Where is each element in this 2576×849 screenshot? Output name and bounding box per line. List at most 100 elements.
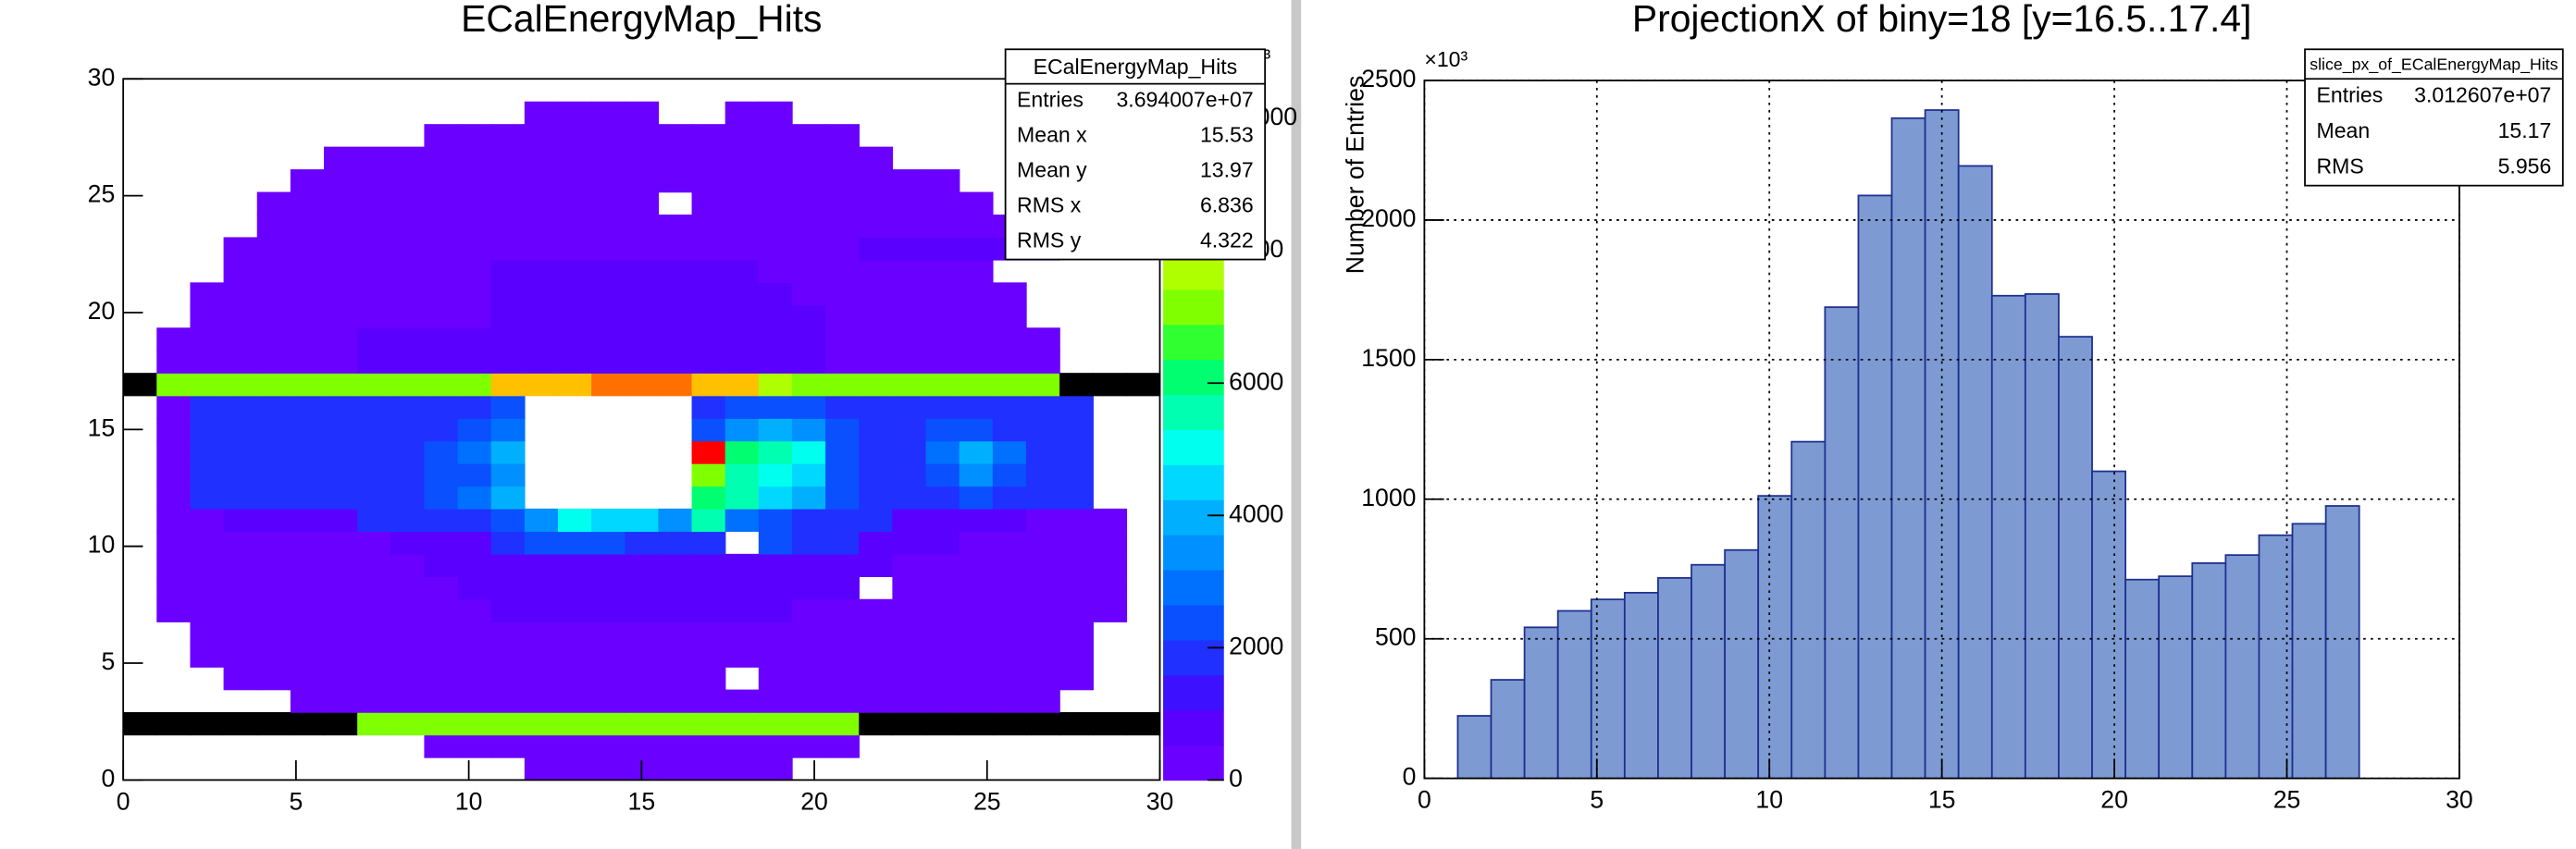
stats-value: 4.322 — [1200, 228, 1254, 252]
heatmap-cell — [791, 418, 826, 442]
y-tick-label: 0 — [101, 764, 115, 792]
stats-value: 5.956 — [2498, 154, 2552, 178]
heatmap-cell — [925, 304, 960, 328]
heatmap-cell — [1126, 712, 1161, 736]
heatmap-cell — [925, 486, 960, 510]
heatmap-cell — [290, 395, 325, 419]
heatmap-cell — [758, 169, 793, 193]
heatmap-cell — [1025, 598, 1060, 622]
heatmap-cell — [892, 373, 927, 397]
heatmap-cell — [557, 327, 592, 351]
heatmap-cell — [724, 757, 760, 781]
heatmap-cell — [791, 576, 826, 600]
histogram-bar — [2191, 562, 2227, 780]
heatmap-cell — [156, 531, 192, 555]
heatmap-cell — [758, 440, 793, 464]
heatmap-cell — [324, 169, 358, 193]
heatmap-cell — [123, 712, 158, 736]
heatmap-cell — [223, 395, 258, 419]
heatmap-cell — [658, 282, 693, 306]
histogram-bar — [1690, 563, 1727, 780]
heatmap-cell — [691, 553, 726, 578]
heatmap-cell — [625, 712, 660, 736]
heatmap-cell — [791, 304, 826, 328]
heatmap-cell — [290, 259, 325, 284]
heatmap-cell — [324, 531, 358, 555]
y-tick-label: 1000 — [1361, 484, 1416, 511]
heatmap-cell — [357, 191, 391, 215]
heatmap-cell — [859, 486, 894, 510]
heatmap-cell — [490, 327, 526, 351]
y-tick-label: 5 — [101, 647, 115, 675]
heatmap-cell — [1025, 553, 1060, 578]
heatmap-cell — [791, 146, 826, 170]
heatmap-cell — [791, 350, 826, 374]
heatmap-cell — [223, 667, 258, 691]
heatmap-cell — [490, 214, 526, 239]
heatmap-cell — [1093, 373, 1128, 397]
heatmap-cell — [256, 259, 291, 284]
heatmap-cell — [390, 395, 426, 419]
heatmap-cell — [357, 553, 391, 578]
heatmap-cell — [625, 282, 660, 306]
heatmap-cell — [691, 734, 726, 758]
heatmap-cell — [457, 169, 492, 193]
heatmap-cell — [424, 327, 459, 351]
heatmap-cell — [223, 486, 258, 510]
heatmap-cell — [658, 124, 693, 148]
heatmap-cell — [691, 282, 726, 306]
heatmap-cell — [625, 304, 660, 328]
heatmap-cell — [1093, 712, 1128, 736]
heatmap-cell — [557, 689, 592, 713]
heatmap-cell — [1059, 576, 1094, 600]
heatmap-cell — [524, 644, 559, 668]
heatmap-cell — [691, 644, 726, 668]
heatmap-cell — [357, 350, 391, 374]
heatmap-cell — [557, 373, 592, 397]
heatmap-cell — [1025, 531, 1060, 555]
heatmap-cell — [758, 418, 793, 442]
heatmap-cell — [223, 418, 258, 442]
heatmap-cell — [859, 327, 894, 351]
stats-value: 3.012607e+07 — [2414, 83, 2551, 107]
heatmap-cell — [1093, 576, 1128, 600]
heatmap-cell — [557, 621, 592, 646]
stats-name: Entries — [2316, 83, 2383, 107]
heatmap-cell — [859, 237, 894, 261]
heatmap-cell — [156, 508, 192, 533]
heatmap-cell — [324, 146, 358, 170]
heatmap-cell — [691, 440, 726, 464]
heatmap-cell — [1059, 531, 1094, 555]
heatmap-cell — [390, 418, 426, 442]
colorbar-step — [1163, 639, 1224, 676]
heatmap-cell — [156, 576, 192, 600]
heatmap-cell — [557, 350, 592, 374]
heatmap-cell — [959, 304, 994, 328]
heatmap-cell — [256, 191, 291, 215]
heatmap-cell — [524, 576, 559, 600]
z-tick-label: 2000 — [1229, 632, 1283, 659]
heatmap-cell — [457, 237, 492, 261]
heatmap-cell — [658, 327, 693, 351]
heatmap-cell — [557, 259, 592, 284]
heatmap-cell — [791, 463, 826, 487]
heatmap-cell — [658, 508, 693, 533]
heatmap-cell — [324, 712, 358, 736]
heatmap-cell — [1126, 373, 1161, 397]
heatmap-cell — [724, 214, 760, 239]
colorbar-step — [1163, 429, 1224, 465]
heatmap-cell — [156, 327, 192, 351]
heatmap-cell — [859, 644, 894, 668]
heatmap-cell — [1059, 418, 1094, 442]
histogram-bar — [1456, 715, 1492, 780]
heatmap-cell — [156, 598, 192, 622]
heatmap-cell — [156, 373, 192, 397]
heatmap-cell — [724, 644, 760, 668]
heatmap-cell — [390, 531, 426, 555]
heatmap-cell — [992, 350, 1027, 374]
heatmap-cell — [992, 712, 1027, 736]
x-tick-label: 15 — [1928, 786, 1956, 814]
histogram-bar — [1757, 495, 1793, 780]
heatmap-cell — [791, 508, 826, 533]
heatmap-cell — [457, 350, 492, 374]
